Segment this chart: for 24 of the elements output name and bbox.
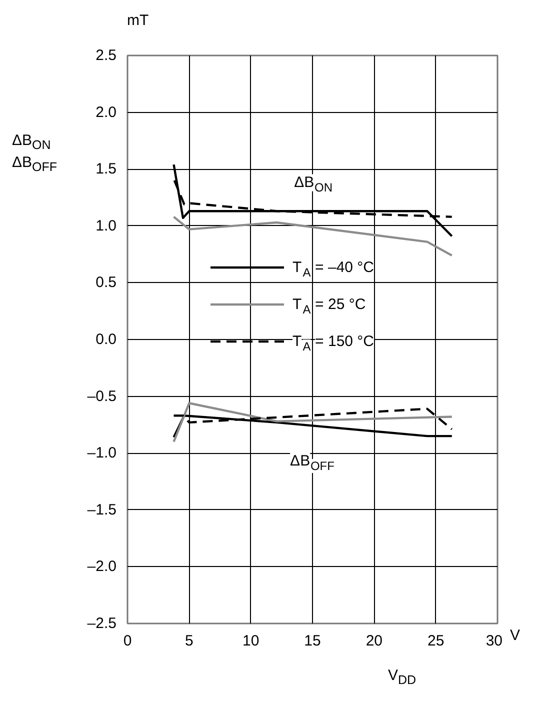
y-tick-label: 2.0: [96, 104, 117, 121]
y-tick-label: –1.0: [87, 444, 117, 462]
x-tick-label: 0: [123, 632, 132, 650]
x-tick-label: 20: [366, 632, 383, 650]
y-tick-label: –2.0: [87, 558, 117, 576]
y-tick-label: –1.5: [87, 501, 117, 518]
line-series: [172, 402, 453, 443]
text: mT: [127, 12, 149, 31]
x-tick-label: 15: [304, 632, 321, 650]
x-tick-label: 30: [486, 632, 503, 650]
y-tick-label: 1.0: [96, 217, 117, 234]
x-axis-title: V$_{DD}$: [388, 667, 416, 689]
y-tick-label: –0.5: [87, 388, 117, 405]
x-tick-label: 5: [184, 632, 194, 650]
x-tick-label: 25: [427, 632, 444, 650]
y-axis-title: ΔB$_{ON}$ ΔB$_{OFF}$: [12, 132, 58, 176]
y-tick-label: 2.5: [96, 47, 117, 64]
y-tick-label: 0.0: [96, 331, 117, 348]
text: V: [510, 627, 520, 646]
y-tick-label: 0.5: [96, 274, 117, 292]
x-tick-label: 10: [242, 632, 260, 650]
y-tick-label: –2.5: [87, 615, 117, 632]
line-series: [172, 216, 453, 257]
y-tick-label: 1.5: [96, 160, 117, 178]
